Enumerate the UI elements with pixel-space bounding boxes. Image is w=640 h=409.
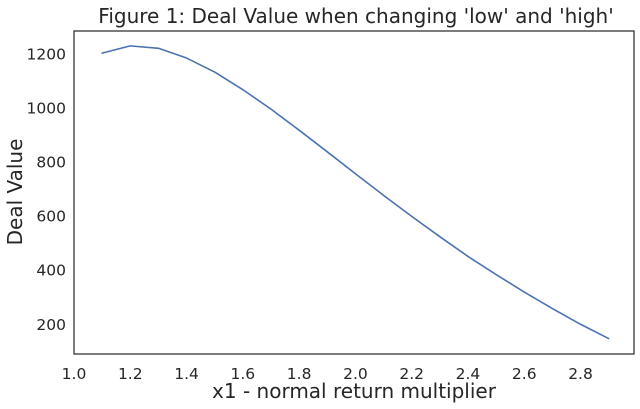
x-axis-ticks: 1.0 1.2 1.4 1.6 1.8 2.0 2.2 2.4 2.6 2.8 [62,365,593,383]
y-tick-label: 1000 [27,100,66,118]
y-axis-label: Deal Value [3,139,27,246]
x-tick-label: 1.2 [118,365,143,383]
y-tick-label: 200 [36,316,66,334]
series-line-0 [101,45,610,340]
series-layer [101,45,610,340]
x-tick-label: 1.4 [174,365,199,383]
chart-title: Figure 1: Deal Value when changing 'low'… [98,4,613,28]
x-tick-label: 1.6 [231,365,256,383]
y-tick-label: 800 [36,154,66,172]
y-tick-label: 400 [36,262,66,280]
x-tick-label: 2.0 [343,365,368,383]
x-tick-label: 1.8 [287,365,312,383]
x-tick-label: 2.8 [568,365,593,383]
x-tick-label: 2.2 [399,365,424,383]
plot-area-frame [73,30,635,355]
y-tick-label: 600 [36,208,66,226]
y-axis-ticks: 200 400 600 800 1000 1200 [27,45,66,333]
x-tick-label: 2.6 [512,365,537,383]
x-tick-label: 2.4 [456,365,481,383]
x-axis-label: x1 - normal return multiplier [212,379,497,403]
x-tick-label: 1.0 [62,365,87,383]
y-tick-label: 1200 [27,45,66,63]
